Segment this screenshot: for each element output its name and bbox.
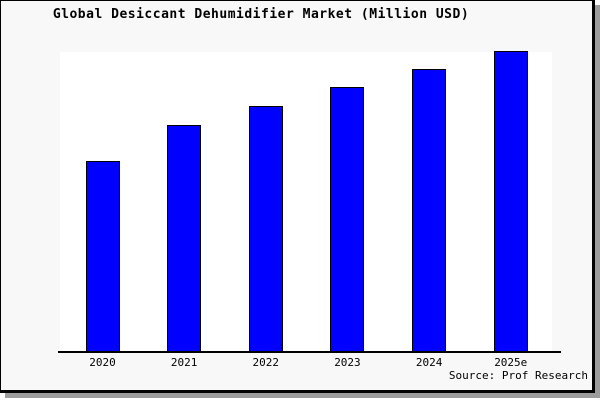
bar-2022 (248, 106, 283, 352)
chart-frame: Global Desiccant Dehumidifier Market (Mi… (0, 0, 595, 393)
x-tick-2022: 2022 (252, 356, 280, 369)
plot-area (60, 51, 552, 352)
bar-2024 (412, 68, 447, 352)
x-tick-2024: 2024 (415, 356, 443, 369)
bar-2021 (167, 124, 202, 352)
x-axis-line (58, 351, 561, 353)
chart-title: Global Desiccant Dehumidifier Market (Mi… (52, 7, 470, 22)
x-tick-2025e: 2025e (494, 356, 528, 369)
bar-2023 (330, 86, 365, 352)
source-credit: Source: Prof Research (448, 369, 588, 382)
bar-2025e (493, 51, 528, 352)
bar-2020 (85, 161, 120, 352)
x-tick-2023: 2023 (334, 356, 361, 369)
x-tick-2020: 2020 (89, 356, 116, 369)
x-tick-2021: 2021 (170, 356, 198, 369)
